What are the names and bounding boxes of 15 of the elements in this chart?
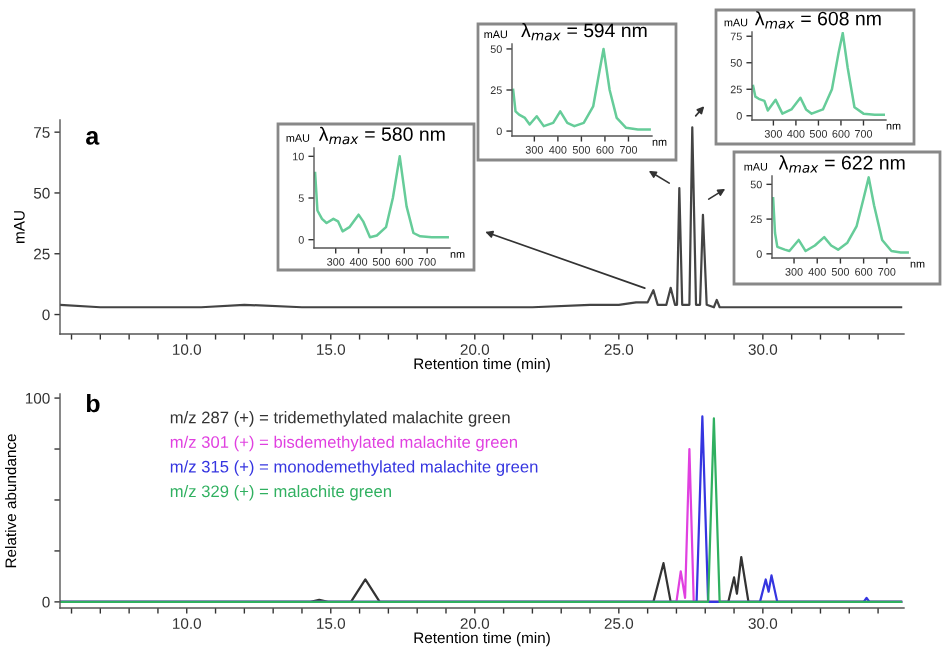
line-series: [314, 155, 449, 239]
text: m/z 287 (+) = tridemethylated malachite green: [170, 411, 510, 427]
chart-title: λ$_{max}$ = 594 nm: [521, 23, 647, 41]
line-series: [772, 176, 909, 254]
text: m/z 301 (+) = bisdemethylated malachite green: [170, 435, 517, 452]
annotation: a: [86, 131, 100, 145]
line-series: [752, 32, 885, 116]
chart-title: λ$_{max}$ = 622 nm: [778, 155, 905, 173]
chart-title: λ$_{max}$ = 608 nm: [754, 11, 881, 29]
chart-title: λ$_{max}$ = 580 nm: [318, 126, 445, 145]
text: m/z 329 (+) = malachite green: [170, 484, 391, 501]
line-series: [60, 126, 903, 309]
annotation: b: [86, 394, 100, 413]
text: m/z 315 (+) = monodemethylated malachite green: [170, 460, 538, 476]
line-series: [512, 47, 651, 131]
